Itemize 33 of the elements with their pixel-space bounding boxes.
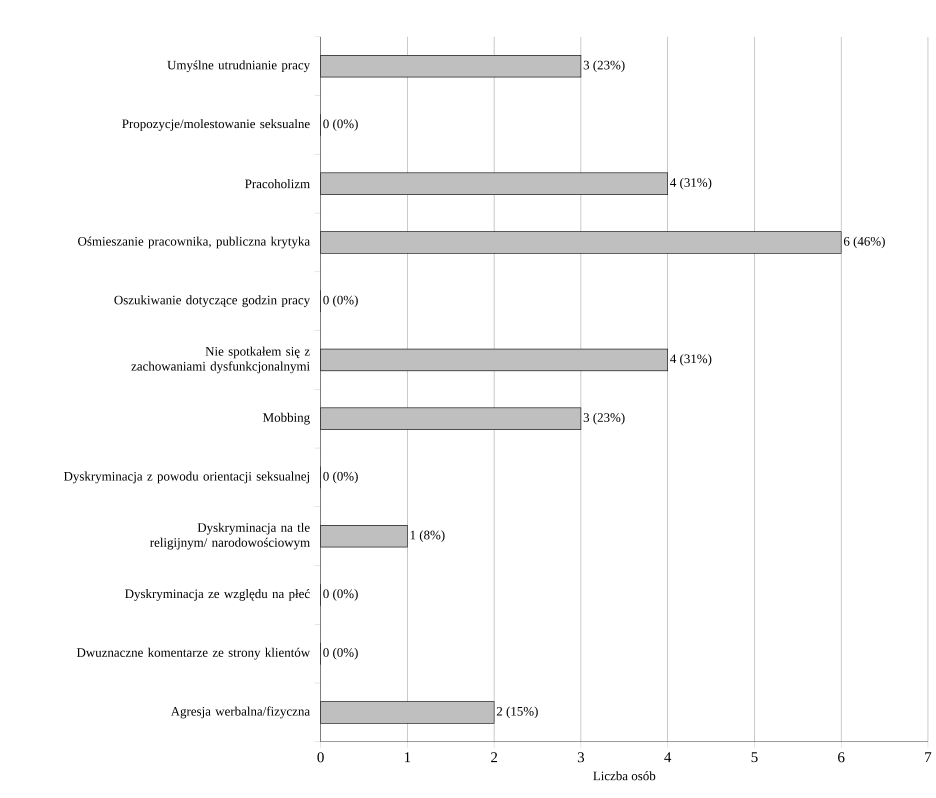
x-axis-title: Liczba osób	[593, 771, 656, 781]
x-tick-label: 7	[925, 752, 932, 762]
x-tick-label: 4	[664, 752, 672, 762]
data-label: 0 (0%)	[323, 296, 358, 308]
y-tick-label: Dyskryminacja ze względu na płeć	[125, 589, 310, 602]
data-label: 3 (23%)	[584, 413, 625, 425]
data-label: 0 (0%)	[323, 472, 358, 484]
y-tick-label: Propozycje/molestowanie seksualne	[122, 119, 310, 132]
y-tick-label: Agresja werbalna/fizyczna	[170, 706, 310, 719]
data-label: 4 (31%)	[670, 178, 712, 190]
y-tick-label: Pracoholizm	[245, 179, 310, 188]
data-label: 2 (15%)	[496, 706, 538, 718]
data-label: 1 (8%)	[410, 530, 445, 542]
data-label: 6 (46%)	[844, 236, 885, 249]
data-label: 0 (0%)	[323, 119, 358, 132]
y-tick-label: Dyskryminacja na tle religijnym/ narodowościowym	[150, 523, 310, 550]
x-tick-label: 1	[404, 752, 410, 762]
data-label: 0 (0%)	[323, 589, 358, 602]
y-tick-label: Oszukiwanie dotyczące godzin pracy	[114, 296, 310, 308]
y-tick-label: Nie spotkałem się z zachowaniami dysfunkcjonalnymi	[131, 346, 310, 374]
data-label: 0 (0%)	[323, 648, 358, 660]
y-tick-label: Umyślne utrudnianie pracy	[167, 60, 310, 72]
y-tick-label: Dyskryminacja z powodu orientacji seksualnej	[64, 472, 310, 484]
x-tick-label: 3	[578, 752, 584, 763]
y-tick-label: Ośmieszanie pracownika, publiczna krytyka	[78, 236, 310, 249]
y-tick-label: Mobbing	[263, 413, 310, 425]
x-tick-label: 5	[752, 752, 758, 762]
x-tick-label: 0	[317, 752, 324, 763]
data-label: 3 (23%)	[584, 60, 625, 72]
x-tick-label: 6	[838, 752, 844, 763]
y-tick-label: Dwuznaczne komentarze ze strony klientów	[76, 648, 310, 660]
data-label: 4 (31%)	[670, 354, 712, 366]
x-tick-label: 2	[491, 752, 498, 762]
